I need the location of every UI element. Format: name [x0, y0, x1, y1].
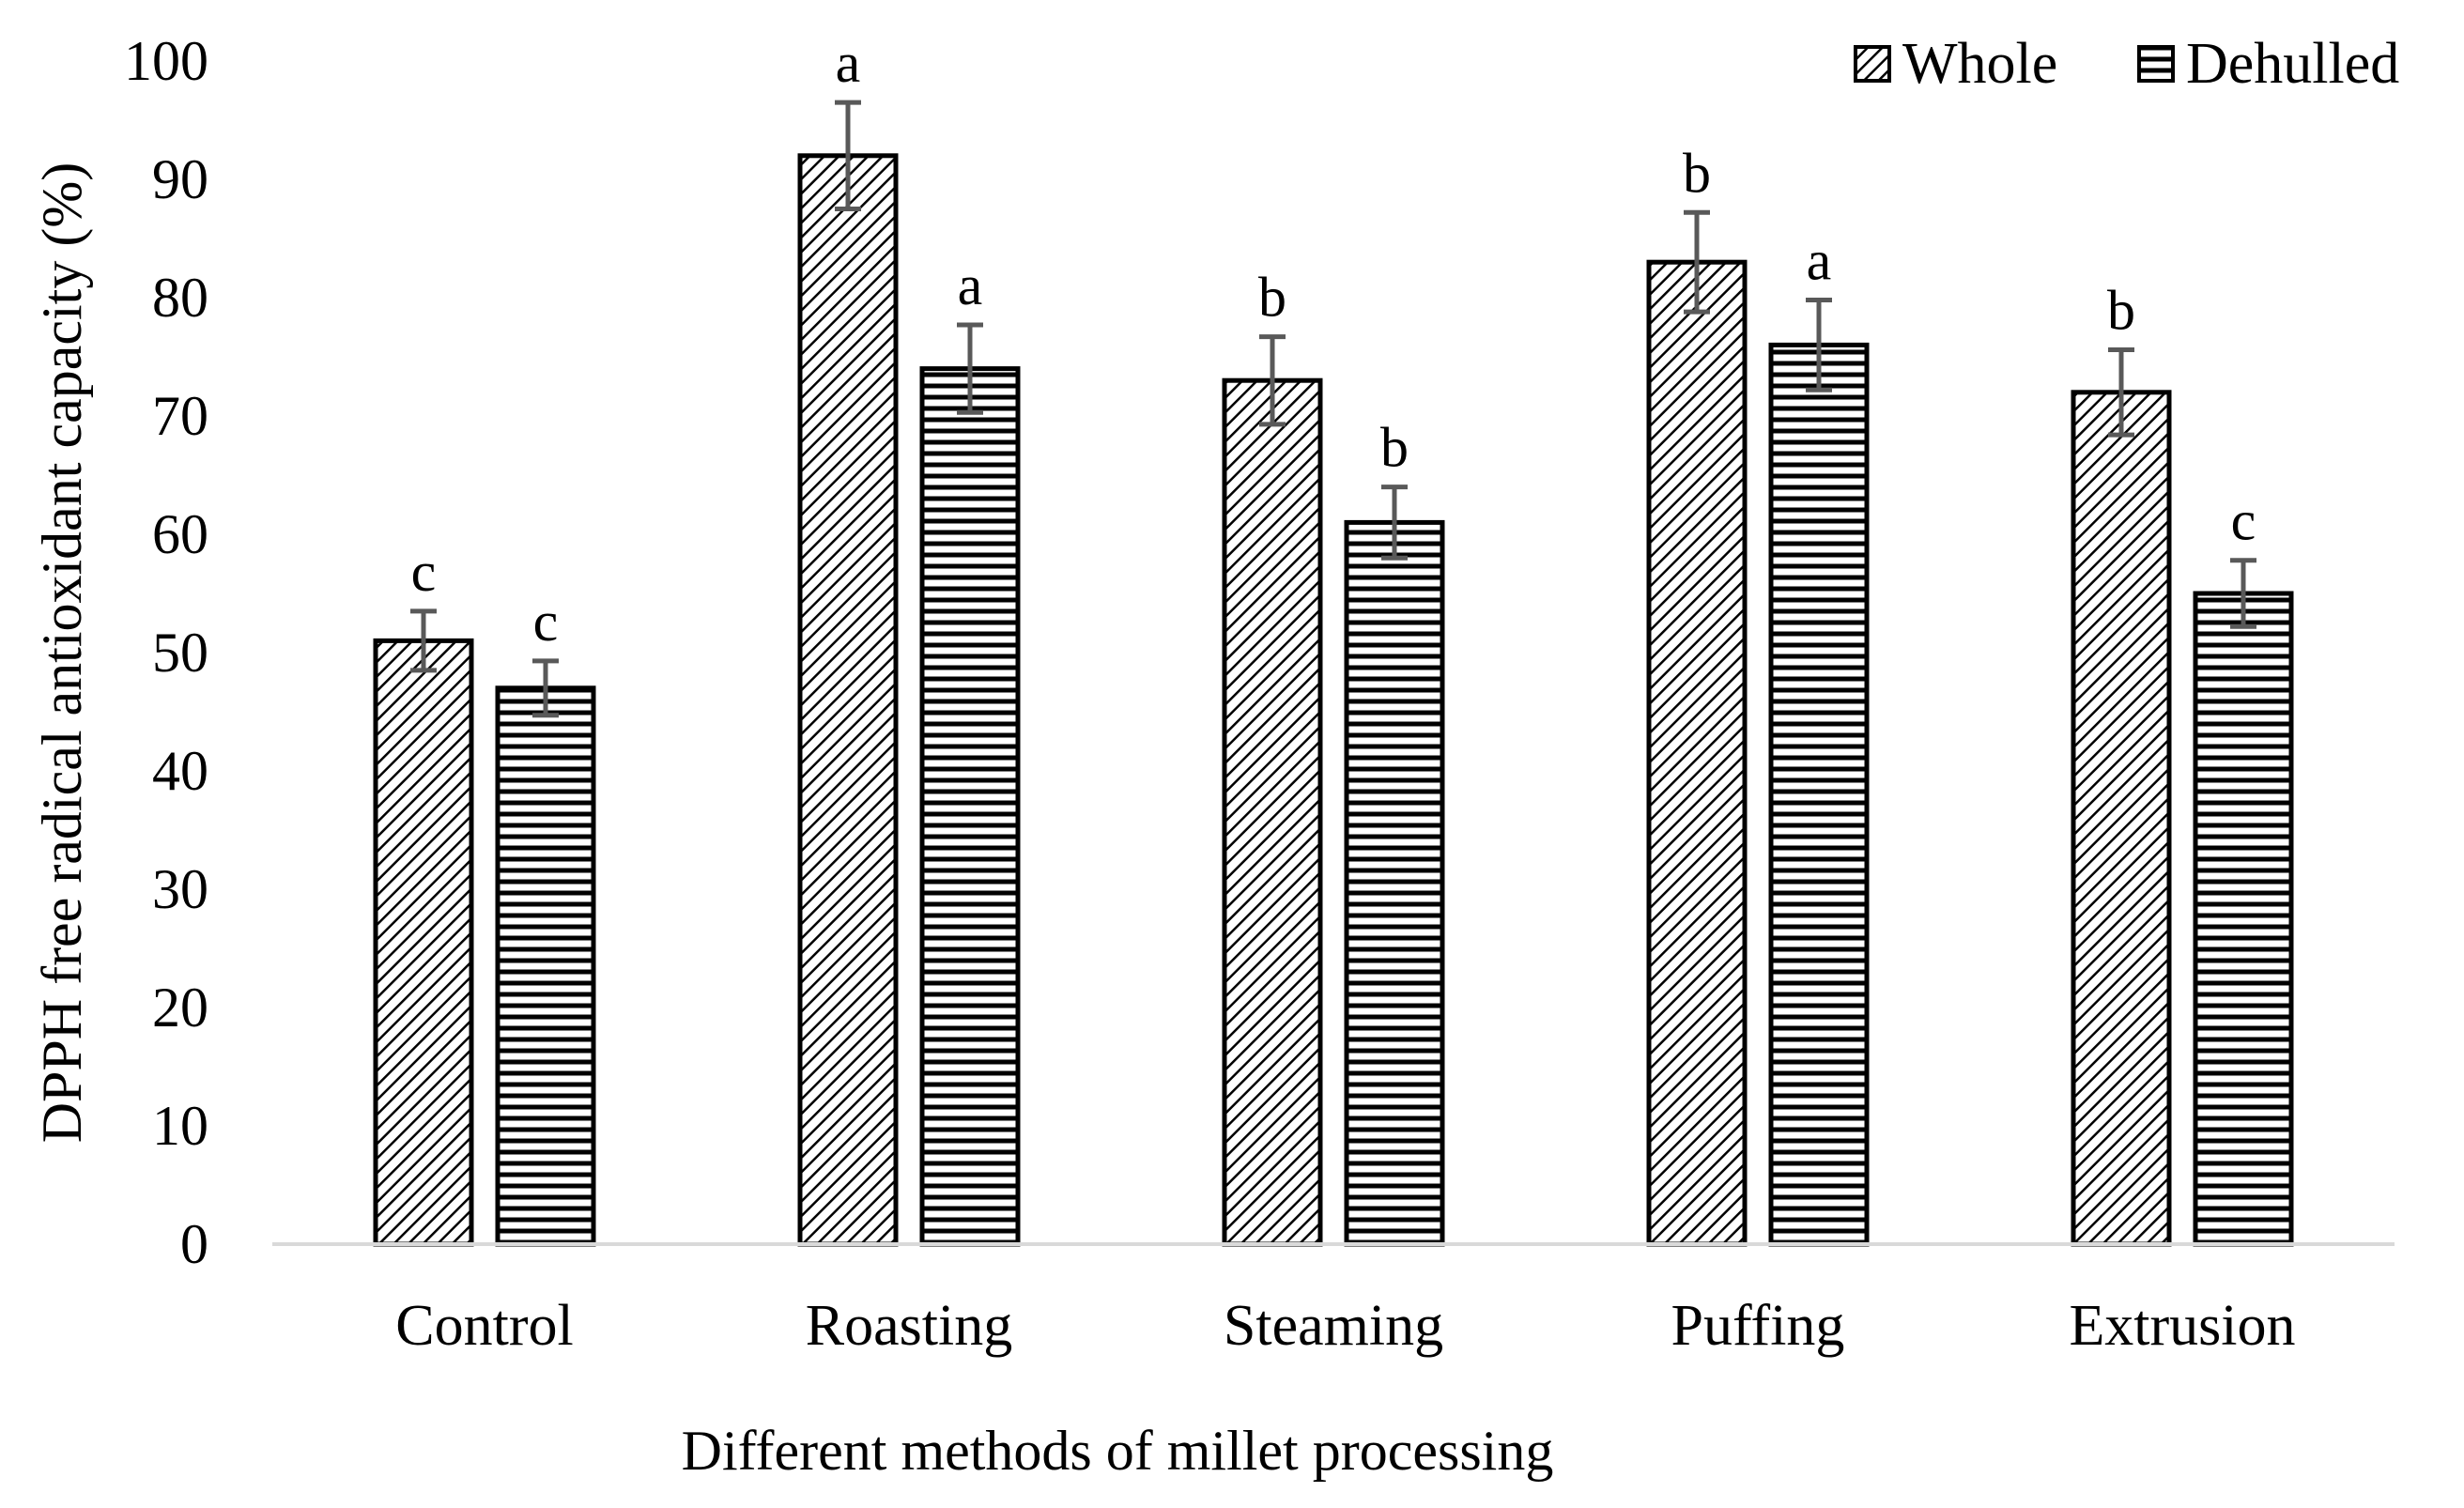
bar-dehulled-control: [495, 685, 596, 1247]
error-bar-whole-control: [410, 608, 437, 673]
error-bar-dehulled-steaming: [1381, 485, 1408, 561]
x-tick-label-roasting: Roasting: [806, 1294, 1012, 1358]
y-axis: 0 10 20 30 40 50 60 70 80 90 100: [124, 30, 208, 1275]
x-axis-title: Different methods of millet processing: [682, 1420, 1554, 1482]
significance-letter-dehulled-puffing: a: [1807, 230, 1832, 292]
x-tick-label-extrusion: Extrusion: [2069, 1294, 2295, 1358]
error-bar-dehulled-puffing: [1806, 298, 1832, 392]
bar-dehulled-puffing: [1768, 342, 1870, 1247]
error-bar-whole-extrusion: [2108, 346, 2134, 438]
y-tick-label: 50: [152, 622, 208, 684]
bar-whole-steaming: [1222, 377, 1323, 1247]
significance-letters: c c a a b b b a b c: [411, 32, 2256, 653]
bar-dehulled-roasting: [919, 366, 1021, 1247]
x-axis: Control Roasting Steaming Puffing Extrusion: [272, 1242, 2395, 1358]
bar-whole-roasting: [797, 153, 899, 1247]
significance-letter-whole-steaming: b: [1258, 267, 1286, 329]
error-bars: [410, 100, 2256, 718]
significance-letter-dehulled-control: c: [533, 591, 559, 653]
bars: [373, 153, 2294, 1247]
legend-label-whole: Whole: [1902, 32, 2057, 96]
y-axis-title: DPPH free radical antioxidant capacity (…: [31, 162, 93, 1144]
significance-letter-whole-control: c: [411, 541, 437, 603]
bar-whole-control: [373, 638, 474, 1247]
bar-whole-extrusion: [2071, 390, 2172, 1247]
error-bar-dehulled-roasting: [957, 322, 983, 415]
x-tick-label-control: Control: [395, 1294, 573, 1358]
y-tick-label: 100: [124, 30, 208, 92]
error-bar-whole-roasting: [835, 100, 861, 211]
legend: Whole Dehulled: [1854, 32, 2399, 96]
legend-swatch-dehulled: [2137, 45, 2175, 83]
y-tick-label: 40: [152, 740, 208, 802]
significance-letter-whole-extrusion: b: [2107, 279, 2135, 341]
significance-letter-whole-roasting: a: [836, 32, 861, 94]
y-tick-label: 60: [152, 503, 208, 565]
error-bar-whole-puffing: [1684, 209, 1710, 315]
y-tick-label: 0: [180, 1213, 208, 1275]
bar-dehulled-steaming: [1344, 519, 1445, 1247]
bar-dehulled-extrusion: [2193, 591, 2294, 1247]
y-tick-label: 30: [152, 858, 208, 920]
legend-label-dehulled: Dehulled: [2186, 32, 2399, 96]
significance-letter-whole-puffing: b: [1683, 142, 1711, 204]
significance-letter-dehulled-extrusion: c: [2231, 490, 2256, 552]
x-tick-label-puffing: Puffing: [1671, 1294, 1845, 1358]
significance-letter-dehulled-roasting: a: [958, 254, 983, 316]
y-tick-label: 90: [152, 148, 208, 210]
legend-swatch-whole: [1854, 45, 1891, 83]
bar-whole-puffing: [1646, 259, 1748, 1247]
y-tick-label: 20: [152, 977, 208, 1039]
x-tick-label-steaming: Steaming: [1224, 1294, 1443, 1358]
y-tick-label: 70: [152, 385, 208, 447]
y-tick-label: 10: [152, 1095, 208, 1157]
significance-letter-dehulled-steaming: b: [1380, 417, 1409, 479]
error-bar-dehulled-extrusion: [2230, 558, 2256, 629]
error-bar-whole-steaming: [1259, 334, 1286, 427]
y-tick-label: 80: [152, 267, 208, 329]
error-bar-dehulled-control: [532, 658, 559, 718]
